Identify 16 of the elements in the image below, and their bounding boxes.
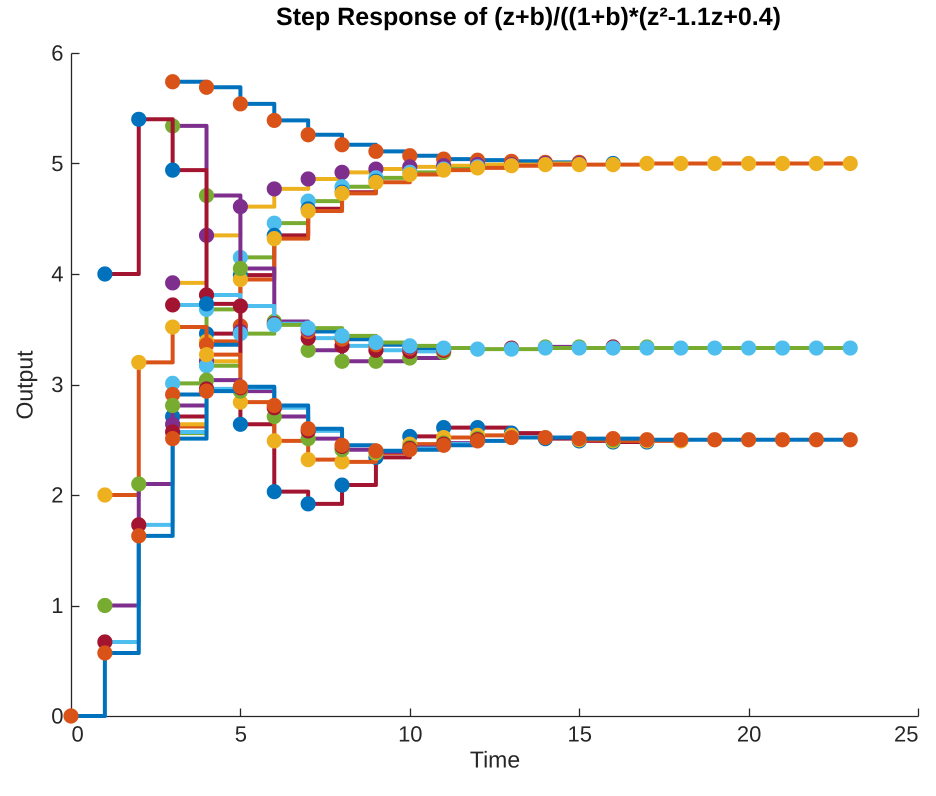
x-tick-label: 20 xyxy=(736,722,762,746)
x-axis-title: Time xyxy=(470,746,520,772)
x-tick-label: 10 xyxy=(398,722,423,746)
y-tick-label: 6 xyxy=(51,40,64,66)
chart-title: Step Response of (z+b)/((1+b)*(z²-1.1z+0.4) xyxy=(276,3,781,31)
x-tick-label: 25 xyxy=(894,722,918,746)
y-tick-label: 5 xyxy=(51,151,64,176)
x-tick-label: 0 xyxy=(72,722,84,746)
y-tick-label: 1 xyxy=(51,593,64,618)
y-tick-label: 0 xyxy=(51,704,64,728)
y-axis-title: Output xyxy=(11,350,38,420)
x-tick-label: 15 xyxy=(567,722,592,746)
y-tick-label: 3 xyxy=(51,372,64,397)
y-tick-label: 4 xyxy=(51,262,64,286)
y-tick-label: 2 xyxy=(51,482,64,508)
x-tick-label: 5 xyxy=(234,722,248,746)
